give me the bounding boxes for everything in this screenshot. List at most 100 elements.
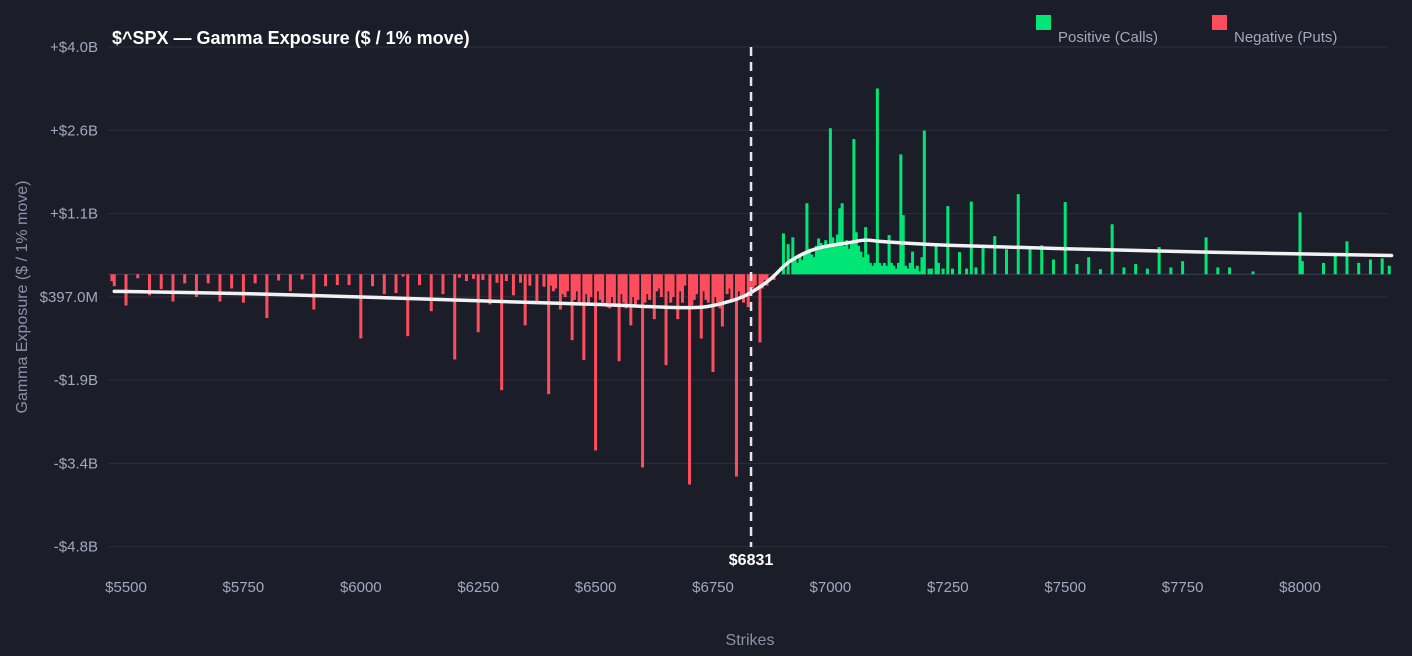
negative-gex-bar [504, 274, 508, 282]
negative-gex-bar [110, 274, 114, 282]
negative-gex-bar [382, 274, 386, 295]
negative-gex-bar [300, 274, 304, 280]
negative-gex-bar [636, 274, 640, 300]
negative-gex-bar [624, 274, 628, 309]
negative-gex-bar [159, 274, 163, 290]
positive-gex-bar [861, 257, 865, 275]
positive-gex-bar [810, 254, 814, 275]
positive-gex-bar [1075, 264, 1079, 275]
y-tick-label: -$3.4B [54, 455, 98, 472]
chart-title: $^SPX — Gamma Exposure ($ / 1% move) [112, 28, 470, 48]
positive-gex-bar [1251, 271, 1255, 275]
positive-gex-bar [875, 88, 879, 275]
positive-gex-bar [906, 268, 910, 275]
negative-gex-bar [645, 274, 649, 295]
positive-gex-bar [812, 257, 816, 275]
negative-gex-bar [758, 274, 762, 343]
negative-gex-bar [171, 274, 175, 302]
positive-gex-bar [1098, 269, 1102, 275]
positive-gex-bar [798, 254, 802, 275]
negative-gex-bar [500, 274, 504, 391]
negative-gex-bar [678, 274, 682, 292]
negative-gex-bar [619, 274, 623, 295]
legend-swatch-negative[interactable] [1212, 15, 1227, 30]
positive-gex-bar [927, 268, 931, 275]
positive-gex-bar [826, 245, 830, 275]
positive-gex-bar [1028, 249, 1032, 275]
negative-gex-bar [720, 274, 724, 327]
negative-gex-bar [753, 274, 757, 286]
legend: Positive (Calls) Negative (Puts) [1036, 15, 1337, 46]
positive-gex-bar [974, 267, 978, 275]
negative-gex-bar [183, 274, 187, 284]
positive-gex-bar [882, 262, 886, 275]
legend-label-negative[interactable]: Negative (Puts) [1234, 29, 1337, 46]
negative-gex-bar [742, 274, 746, 303]
x-tick-label: $7000 [810, 579, 852, 596]
negative-gex-bar [441, 274, 445, 295]
negative-gex-bar [612, 274, 616, 306]
negative-gex-bar [664, 274, 668, 366]
positive-gex-bar [805, 203, 809, 275]
positive-gex-bar [833, 245, 837, 275]
x-axis-title: Strikes [726, 632, 775, 649]
positive-gex-bar [854, 232, 858, 275]
positive-gex-bar [901, 215, 905, 275]
negative-gex-bar [464, 274, 468, 282]
negative-gex-bar [692, 274, 696, 300]
negative-gex-bar [634, 274, 638, 306]
negative-gex-bar [655, 274, 659, 292]
legend-label-positive[interactable]: Positive (Calls) [1058, 29, 1158, 46]
negative-gex-bar [763, 274, 767, 280]
negative-gex-bar [324, 274, 328, 287]
positive-gex-bar [899, 154, 903, 275]
negative-gex-bar [542, 274, 546, 287]
positive-gex-bar [803, 251, 807, 275]
negative-gex-bar [241, 274, 245, 303]
negative-gex-bar [230, 274, 234, 289]
positive-gex-bar [889, 262, 893, 275]
bars [110, 88, 1391, 485]
positive-gex-bar [845, 240, 849, 275]
legend-swatch-positive[interactable] [1036, 15, 1051, 30]
positive-gex-bar [835, 234, 839, 275]
spot-price-label: $6831 [729, 552, 774, 569]
negative-gex-bar [589, 274, 593, 297]
negative-gex-bar [253, 274, 257, 284]
negative-gex-bar [669, 274, 673, 303]
negative-gex-bar [535, 274, 539, 303]
y-tick-label: -$1.9B [54, 372, 98, 389]
negative-gex-bar [359, 274, 363, 339]
negative-gex-bar [218, 274, 222, 302]
negative-gex-bar [629, 274, 633, 326]
negative-gex-bar [511, 274, 515, 296]
positive-gex-bar [1087, 257, 1091, 275]
positive-gex-bar [819, 243, 823, 275]
positive-gex-bar [913, 268, 917, 275]
negative-gex-bar [418, 274, 421, 286]
x-axis-ticks: $5500 $5750 $6000 $6250 $6500 $6750 $7000 $7250… [105, 579, 1321, 596]
positive-gex-bar [791, 237, 795, 275]
negative-gex-bar [563, 274, 567, 297]
x-tick-label: $6500 [575, 579, 617, 596]
negative-gex-bar [518, 274, 522, 283]
negative-gex-bar [671, 274, 675, 297]
x-tick-label: $7250 [927, 579, 969, 596]
positive-gex-bar [918, 271, 922, 275]
y-tick-label: +$1.1B [50, 206, 98, 223]
negative-gex-bar [676, 274, 680, 320]
positive-gex-bar [796, 262, 800, 275]
negative-gex-bar [265, 274, 269, 319]
positive-gex-bar [1380, 258, 1384, 275]
negative-gex-bar [704, 274, 708, 300]
negative-gex-bar [394, 274, 398, 294]
positive-gex-bar [1016, 194, 1020, 275]
negative-gex-bar [725, 274, 729, 295]
negative-gex-bar [457, 274, 461, 278]
negative-gex-bar [702, 274, 706, 292]
positive-gex-bar [894, 268, 898, 275]
negative-gex-bar [582, 274, 586, 361]
positive-gex-bar [929, 268, 933, 275]
negative-gex-bar [652, 274, 656, 320]
